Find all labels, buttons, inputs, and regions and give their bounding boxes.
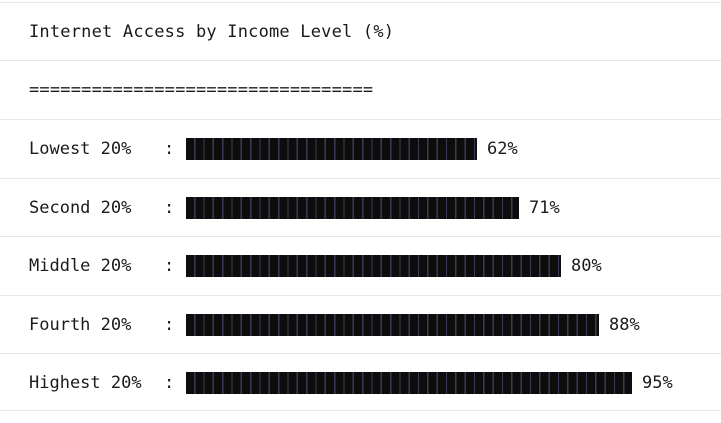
bar-row: Middle 20%: 80% <box>0 236 721 294</box>
bar <box>186 138 477 160</box>
label-separator: : <box>164 314 175 335</box>
title-underline: ================================= <box>29 80 374 100</box>
category-label: Second 20% <box>29 197 132 218</box>
bar <box>186 372 632 395</box>
chart-title: Internet Access by Income Level (%) <box>29 22 395 42</box>
bar <box>186 313 599 336</box>
bar-row: Second 20%: 71% <box>0 177 721 236</box>
bar <box>186 196 519 219</box>
bar-row: Lowest 20%: 62% <box>0 119 721 177</box>
label-separator: : <box>164 197 175 218</box>
value-label: 80% <box>571 256 602 277</box>
value-label: 95% <box>642 373 673 394</box>
category-label: Highest 20% <box>29 373 142 394</box>
category-label: Lowest 20% <box>29 139 132 159</box>
label-separator: : <box>164 256 175 277</box>
separator-row: ================================= <box>0 60 721 118</box>
label-separator: : <box>164 139 175 159</box>
value-label: 88% <box>609 314 640 335</box>
bar <box>186 255 561 278</box>
value-label: 62% <box>487 139 518 159</box>
bar-row: Fourth 20%: 88% <box>0 294 721 353</box>
category-label: Middle 20% <box>29 256 132 277</box>
category-label: Fourth 20% <box>29 314 132 335</box>
bar-row: Highest 20%: 95% <box>0 353 721 412</box>
label-separator: : <box>164 373 175 394</box>
value-label: 71% <box>529 197 560 218</box>
title-row: Internet Access by Income Level (%) <box>0 2 721 60</box>
